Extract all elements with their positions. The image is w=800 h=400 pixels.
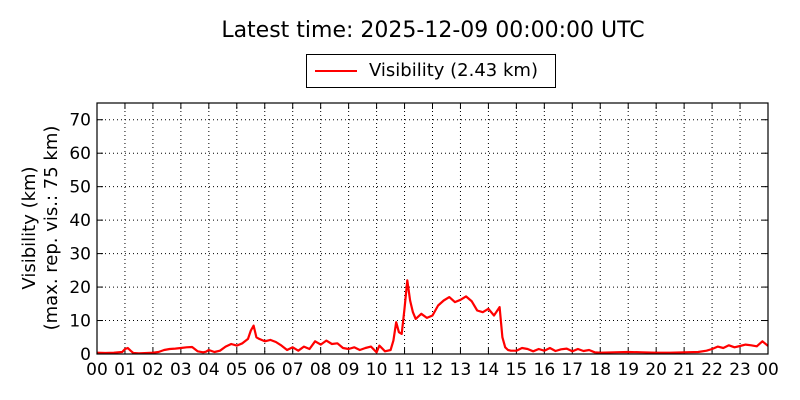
legend: Visibility (2.43 km) bbox=[306, 54, 556, 88]
series-group bbox=[96, 279, 769, 355]
x-tick-label: 19 bbox=[617, 360, 639, 380]
x-tick-label: 17 bbox=[561, 360, 583, 380]
x-tick-labels: 00 01 02 03 04 05 06 07 08 09 10 11 12 13 14 15 16 17 18 19… bbox=[86, 360, 779, 380]
chart-title: Latest time: 2025-12-09 00:00:00 UTC bbox=[221, 18, 645, 43]
y-tick-label: 30 bbox=[69, 245, 91, 265]
x-tick-label: 02 bbox=[142, 360, 164, 380]
x-tick-label: 09 bbox=[338, 360, 360, 380]
x-tick-label: 18 bbox=[589, 360, 611, 380]
x-tick-label: 15 bbox=[506, 360, 528, 380]
x-tick-label: 00 bbox=[757, 360, 779, 380]
legend-label: Visibility (2.43 km) bbox=[369, 60, 538, 81]
y-tick-labels: 0 10 20 30 40 50 60 70 bbox=[69, 111, 91, 365]
x-tick-label: 11 bbox=[394, 360, 416, 380]
plot-frame bbox=[96, 102, 769, 355]
y-tick-label: 70 bbox=[69, 111, 91, 131]
x-tick-label: 06 bbox=[254, 360, 276, 380]
legend-swatch bbox=[315, 70, 357, 72]
x-tick-label: 12 bbox=[422, 360, 444, 380]
x-tick-label: 07 bbox=[282, 360, 304, 380]
y-tick-label: 60 bbox=[69, 144, 91, 164]
x-tick-label: 23 bbox=[729, 360, 751, 380]
x-tick-label: 20 bbox=[645, 360, 667, 380]
x-tick-label: 01 bbox=[114, 360, 136, 380]
y-tick-label: 20 bbox=[69, 278, 91, 298]
x-tick-label: 22 bbox=[701, 360, 723, 380]
y-axis-label-line1-group: Visibility (km) bbox=[19, 166, 40, 289]
x-tick-label: 03 bbox=[170, 360, 192, 380]
x-tick-label: 10 bbox=[366, 360, 388, 380]
x-tick-label: 16 bbox=[534, 360, 556, 380]
y-tick-label: 0 bbox=[80, 345, 91, 365]
x-tick-label: 04 bbox=[198, 360, 220, 380]
y-axis-label-line1: Visibility (km) bbox=[19, 166, 40, 289]
y-tick-label: 10 bbox=[69, 312, 91, 332]
x-tick-label: 13 bbox=[450, 360, 472, 380]
series-line bbox=[96, 279, 769, 355]
x-tick-label: 08 bbox=[310, 360, 332, 380]
x-tick-label: 21 bbox=[673, 360, 695, 380]
y-tick-label: 50 bbox=[69, 178, 91, 198]
y-axis-label-line2: (max. rep. vis.: 75 km) bbox=[41, 126, 62, 331]
x-tick-label: 05 bbox=[226, 360, 248, 380]
y-axis-label-line2-group: (max. rep. vis.: 75 km) bbox=[41, 126, 62, 331]
y-tick-label: 40 bbox=[69, 211, 91, 231]
x-tick-label: 14 bbox=[478, 360, 500, 380]
x-tick-label: 00 bbox=[86, 360, 108, 380]
plot-area bbox=[97, 103, 768, 354]
